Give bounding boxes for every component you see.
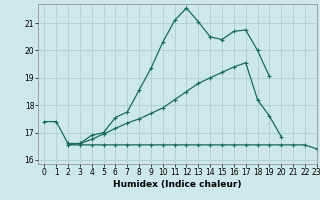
X-axis label: Humidex (Indice chaleur): Humidex (Indice chaleur) (113, 180, 242, 189)
